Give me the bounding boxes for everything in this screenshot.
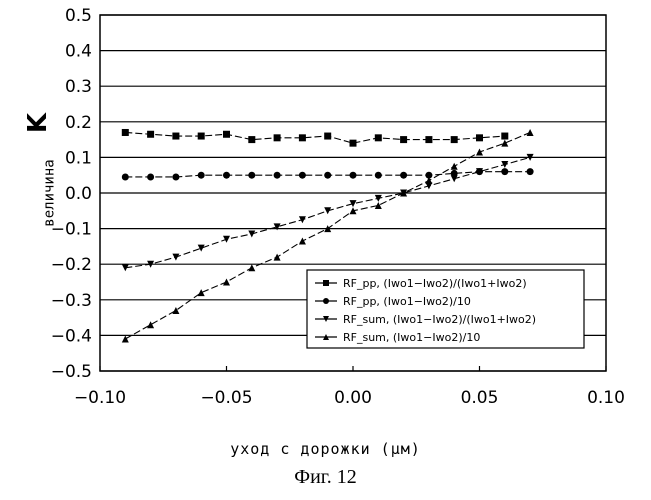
- data-point: [198, 245, 205, 252]
- y-tick-label: 0.3: [65, 77, 92, 97]
- data-point: [501, 161, 508, 168]
- data-point: [501, 168, 508, 175]
- legend-entry: RF_sum, (Iwo1−Iwo2)/10: [343, 331, 480, 344]
- data-point: [425, 177, 432, 184]
- data-point: [248, 264, 255, 271]
- data-point: [476, 149, 483, 156]
- data-point: [248, 230, 255, 237]
- data-point: [350, 172, 357, 179]
- series-1: [122, 129, 509, 147]
- data-point: [223, 172, 230, 179]
- data-point: [425, 136, 432, 143]
- data-point: [501, 140, 508, 147]
- y-tick-label: 0.5: [65, 6, 92, 26]
- data-point: [451, 136, 458, 143]
- data-point: [274, 223, 281, 230]
- legend-entry: RF_pp, (Iwo1−Iwo2)/10: [343, 295, 471, 308]
- data-point: [122, 129, 129, 136]
- data-point: [223, 131, 230, 138]
- data-point: [501, 133, 508, 140]
- data-point: [198, 289, 205, 296]
- series-2: [122, 168, 534, 180]
- data-point: [147, 173, 154, 180]
- data-point: [223, 279, 230, 286]
- y-tick-label: 0.0: [65, 184, 92, 204]
- data-point: [323, 280, 329, 286]
- data-point: [172, 307, 179, 314]
- x-tick-label: 0.05: [461, 388, 499, 408]
- x-tick-label: −0.05: [200, 388, 252, 408]
- series-line: [125, 132, 505, 143]
- y-axis-symbol: K: [23, 113, 53, 133]
- data-point: [274, 254, 281, 261]
- data-point: [451, 175, 458, 182]
- data-point: [323, 298, 329, 304]
- x-tick-label: 0.00: [334, 388, 372, 408]
- data-point: [223, 236, 230, 243]
- data-point: [172, 254, 179, 261]
- data-point: [274, 134, 281, 141]
- data-point: [324, 133, 331, 140]
- data-point: [248, 136, 255, 143]
- y-tick-label: −0.2: [51, 255, 92, 275]
- data-point: [400, 136, 407, 143]
- data-point: [147, 321, 154, 328]
- series-3: [122, 154, 534, 271]
- x-tick-labels: −0.10 −0.05 0.00 0.05 0.10: [74, 388, 625, 408]
- data-point: [527, 129, 534, 136]
- data-point: [198, 133, 205, 140]
- data-point: [122, 335, 129, 342]
- data-point: [400, 172, 407, 179]
- data-point: [299, 172, 306, 179]
- y-axis-label: величина: [42, 159, 58, 226]
- data-point: [350, 200, 357, 207]
- data-point: [299, 238, 306, 245]
- y-tick-label: −0.3: [51, 291, 92, 311]
- y-tick-label: 0.2: [65, 113, 92, 133]
- data-point: [248, 172, 255, 179]
- figure-caption: Фиг. 12: [0, 466, 651, 489]
- legend-entry: RF_pp, (Iwo1−Iwo2)/(Iwo1+Iwo2): [343, 277, 527, 290]
- y-tick-label: 0.4: [65, 42, 92, 62]
- data-point: [527, 168, 534, 175]
- legend: RF_pp, (Iwo1−Iwo2)/(Iwo1+Iwo2) RF_pp, (Iw…: [307, 270, 584, 348]
- data-point: [324, 172, 331, 179]
- y-tick-label: 0.1: [65, 148, 92, 168]
- data-point: [375, 134, 382, 141]
- x-tick-label: 0.10: [587, 388, 625, 408]
- data-point: [350, 140, 357, 147]
- legend-entry: RF_sum, (Iwo1−Iwo2)/(Iwo1+Iwo2): [343, 313, 536, 326]
- x-tick-label: −0.10: [74, 388, 126, 408]
- y-tick-label: −0.5: [51, 362, 92, 382]
- data-point: [299, 134, 306, 141]
- x-axis-label: уход с дорожки (µм): [0, 440, 651, 458]
- data-point: [375, 172, 382, 179]
- data-point: [274, 172, 281, 179]
- data-point: [198, 172, 205, 179]
- data-point: [147, 131, 154, 138]
- data-point: [476, 134, 483, 141]
- data-point: [324, 207, 331, 214]
- data-point: [172, 133, 179, 140]
- data-point: [172, 173, 179, 180]
- y-tick-label: −0.4: [51, 326, 92, 346]
- data-point: [451, 163, 458, 170]
- data-point: [299, 216, 306, 223]
- data-point: [122, 173, 129, 180]
